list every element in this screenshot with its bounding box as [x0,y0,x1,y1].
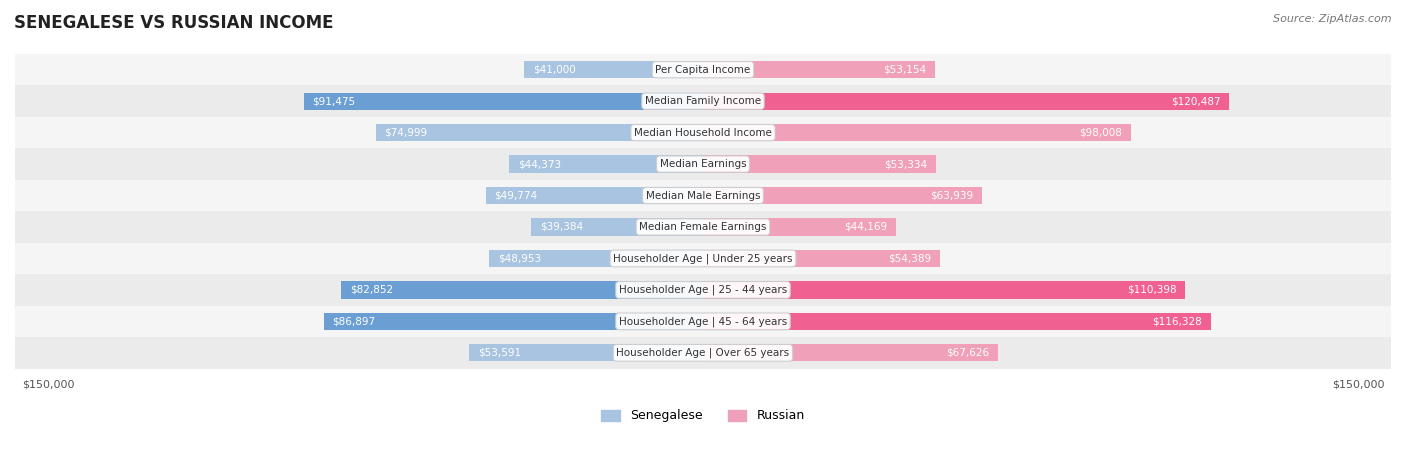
Bar [15,54,1391,85]
Bar [703,313,1211,330]
Bar [15,117,1391,149]
Text: $116,328: $116,328 [1153,316,1202,326]
Bar [15,180,1391,211]
Bar [703,156,936,173]
Text: Source: ZipAtlas.com: Source: ZipAtlas.com [1274,14,1392,24]
Bar [15,274,1391,305]
Bar [15,337,1391,368]
Bar [531,219,703,236]
Text: $120,487: $120,487 [1171,96,1220,106]
Bar [15,149,1391,180]
Text: $86,897: $86,897 [332,316,375,326]
Text: Median Female Earnings: Median Female Earnings [640,222,766,232]
Text: $41,000: $41,000 [533,65,575,75]
Bar [703,124,1130,142]
Bar [323,313,703,330]
Text: $54,389: $54,389 [889,254,932,263]
Bar [524,61,703,78]
Text: $98,008: $98,008 [1080,127,1122,138]
Bar [703,344,998,361]
Bar [15,243,1391,274]
Text: Householder Age | 25 - 44 years: Householder Age | 25 - 44 years [619,285,787,295]
Text: Median Earnings: Median Earnings [659,159,747,169]
Text: $48,953: $48,953 [498,254,541,263]
Text: Median Male Earnings: Median Male Earnings [645,191,761,200]
Bar [15,305,1391,337]
Text: Householder Age | 45 - 64 years: Householder Age | 45 - 64 years [619,316,787,326]
Bar [703,92,1229,110]
Bar [509,156,703,173]
Bar [375,124,703,142]
Text: $44,169: $44,169 [844,222,887,232]
Bar [342,281,703,298]
Text: Per Capita Income: Per Capita Income [655,65,751,75]
Text: Median Household Income: Median Household Income [634,127,772,138]
Text: $63,939: $63,939 [931,191,973,200]
Bar [485,187,703,204]
Bar [703,187,983,204]
Text: $67,626: $67,626 [946,348,990,358]
Bar [15,85,1391,117]
Bar [703,250,941,267]
Text: Median Family Income: Median Family Income [645,96,761,106]
Bar [703,281,1185,298]
Text: $110,398: $110,398 [1126,285,1177,295]
Text: $39,384: $39,384 [540,222,583,232]
Text: $74,999: $74,999 [384,127,427,138]
Bar [489,250,703,267]
Legend: Senegalese, Russian: Senegalese, Russian [596,404,810,427]
Text: Householder Age | Over 65 years: Householder Age | Over 65 years [616,347,790,358]
Bar [304,92,703,110]
Text: SENEGALESE VS RUSSIAN INCOME: SENEGALESE VS RUSSIAN INCOME [14,14,333,32]
Bar [15,211,1391,243]
Text: $53,591: $53,591 [478,348,520,358]
Text: $44,373: $44,373 [517,159,561,169]
Text: $91,475: $91,475 [312,96,356,106]
Text: Householder Age | Under 25 years: Householder Age | Under 25 years [613,253,793,264]
Text: $53,334: $53,334 [884,159,927,169]
Text: $49,774: $49,774 [495,191,537,200]
Text: $53,154: $53,154 [883,65,927,75]
Text: $82,852: $82,852 [350,285,394,295]
Bar [703,61,935,78]
Bar [470,344,703,361]
Bar [703,219,896,236]
